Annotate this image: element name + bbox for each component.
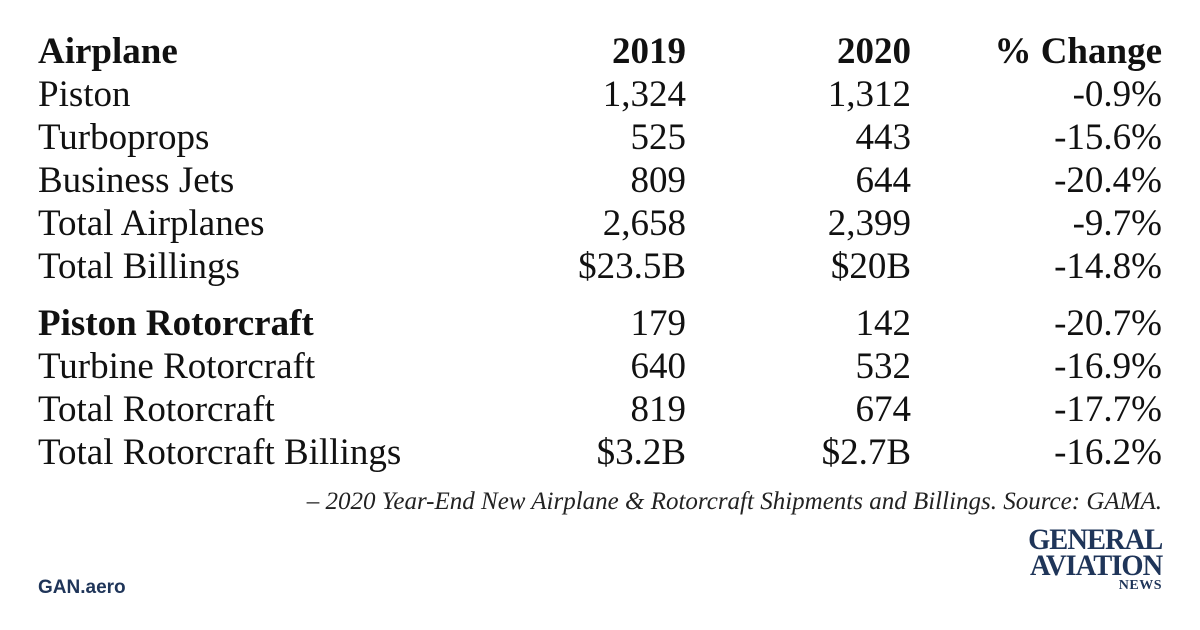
row-value-2019: 1,324 xyxy=(602,74,686,115)
row-label: Piston Rotorcraft xyxy=(38,303,314,344)
row-label: Turboprops xyxy=(38,117,210,158)
row-value-2019: 525 xyxy=(630,117,687,158)
row-value-2020: $20B xyxy=(830,246,911,287)
row-label: Total Rotorcraft xyxy=(38,389,275,430)
row-value-2020: 532 xyxy=(855,346,912,387)
row-percent-change: -20.7% xyxy=(1054,303,1162,344)
row-percent-change: -0.9% xyxy=(1072,74,1162,115)
general-aviation-news-logo: GENERAL AVIATION NEWS xyxy=(1012,523,1163,596)
row-value-2020: 142 xyxy=(855,303,912,344)
header-year-2019: 2019 xyxy=(612,31,686,72)
shipments-table: Airplane 2019 2020 % Change Piston 1,324… xyxy=(38,30,1162,474)
table-row: Turboprops 525 443 -15.6% xyxy=(38,116,1162,159)
row-value-2020: 2,399 xyxy=(827,203,911,244)
table-row: Total Rotorcraft 819 674 -17.7% xyxy=(38,388,1162,431)
source-caption: – 2020 Year-End New Airplane & Rotorcraf… xyxy=(306,488,1162,515)
table-row: Total Airplanes 2,658 2,399 -9.7% xyxy=(38,202,1162,245)
table-row: Piston Rotorcraft 179 142 -20.7% xyxy=(38,302,1162,345)
row-value-2020: 644 xyxy=(855,160,912,201)
row-percent-change: -16.9% xyxy=(1054,346,1162,387)
row-value-2019: $3.2B xyxy=(596,432,686,473)
table-row: Business Jets 809 644 -20.4% xyxy=(38,159,1162,202)
row-value-2019: 2,658 xyxy=(602,203,686,244)
table-row: Total Rotorcraft Billings $3.2B $2.7B -1… xyxy=(38,431,1162,474)
table-header-row: Airplane 2019 2020 % Change xyxy=(38,30,1162,73)
row-percent-change: -17.7% xyxy=(1054,389,1162,430)
header-year-2020: 2020 xyxy=(837,31,911,72)
site-url: GAN.aero xyxy=(38,577,126,598)
row-label: Piston xyxy=(38,74,131,115)
row-percent-change: -15.6% xyxy=(1054,117,1162,158)
table-row: Piston 1,324 1,312 -0.9% xyxy=(38,73,1162,116)
logo-line-aviation: AVIATION xyxy=(1029,549,1163,582)
logo-line-general: GENERAL xyxy=(1027,523,1163,556)
row-label: Business Jets xyxy=(38,160,235,201)
header-percent-change: % Change xyxy=(994,31,1162,72)
table-row: Turbine Rotorcraft 640 532 -16.9% xyxy=(38,345,1162,388)
row-label: Total Billings xyxy=(38,246,240,287)
logo-line-news: NEWS xyxy=(1118,578,1162,593)
row-percent-change: -9.7% xyxy=(1072,203,1162,244)
row-percent-change: -14.8% xyxy=(1054,246,1162,287)
row-percent-change: -16.2% xyxy=(1054,432,1162,473)
header-category: Airplane xyxy=(38,31,178,72)
row-percent-change: -20.4% xyxy=(1054,160,1162,201)
row-value-2019: 179 xyxy=(630,303,687,344)
row-value-2020: 443 xyxy=(855,117,912,158)
row-label: Turbine Rotorcraft xyxy=(38,346,316,387)
row-label: Total Rotorcraft Billings xyxy=(38,432,402,473)
row-value-2020: 1,312 xyxy=(827,74,911,115)
table-row: Total Billings $23.5B $20B -14.8% xyxy=(38,245,1162,288)
row-value-2019: $23.5B xyxy=(578,246,686,287)
row-value-2019: 809 xyxy=(630,160,687,201)
row-value-2019: 819 xyxy=(630,389,687,430)
row-label: Total Airplanes xyxy=(38,203,265,244)
row-value-2020: $2.7B xyxy=(821,432,911,473)
row-value-2019: 640 xyxy=(630,346,687,387)
row-value-2020: 674 xyxy=(855,389,912,430)
